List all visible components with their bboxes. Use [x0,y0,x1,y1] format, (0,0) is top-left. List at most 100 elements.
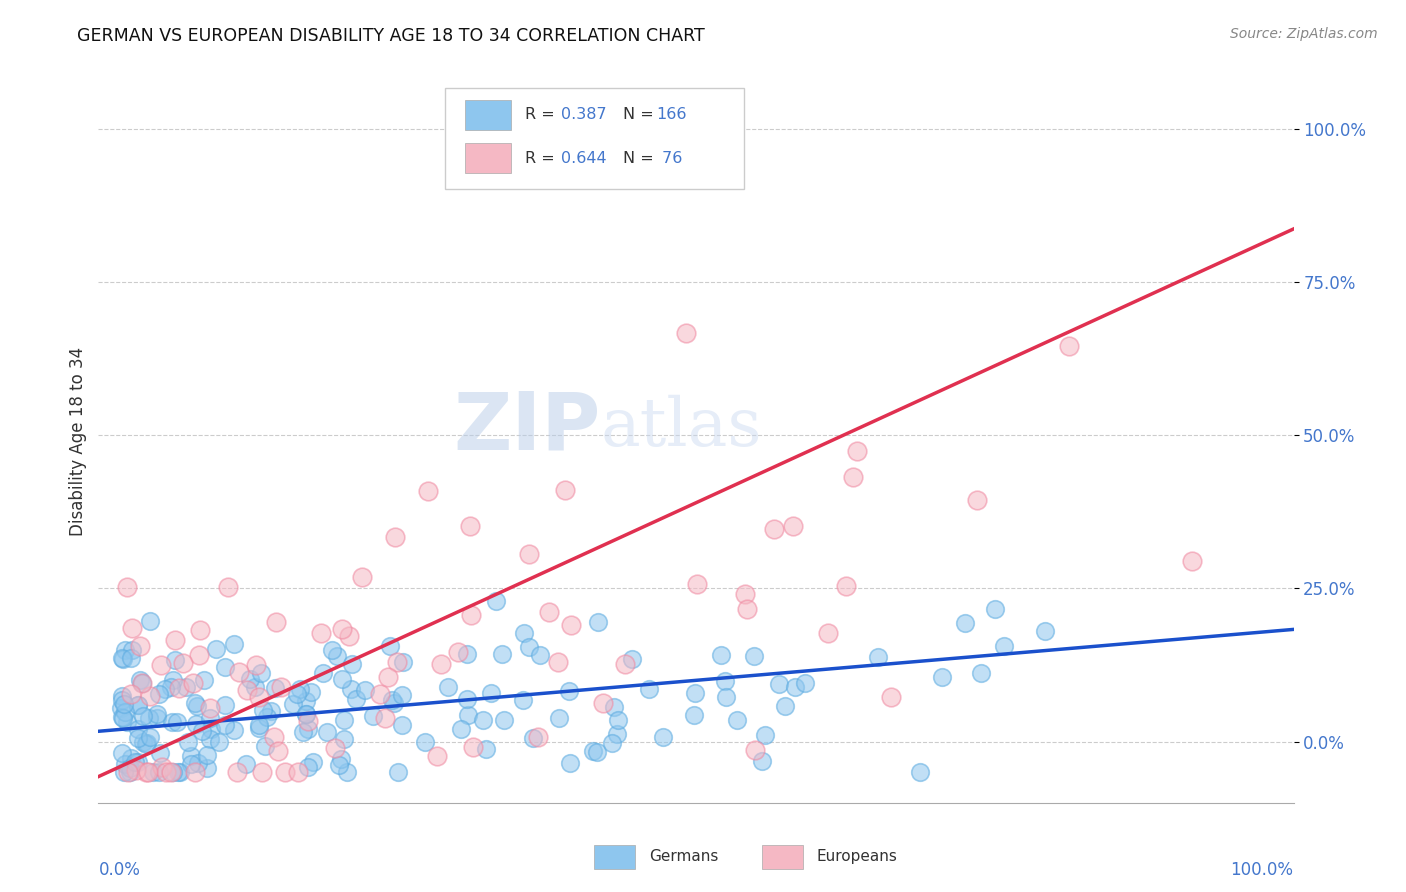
Point [131,675,153,690]
Point [112,697,135,711]
Point [198,732,221,747]
Point [492,713,515,727]
Point [742,648,765,663]
Point [391,718,413,732]
Point [142,765,165,780]
Point [460,518,482,533]
Point [162,765,184,780]
Point [416,483,439,498]
Point [754,728,776,742]
Text: 0.0%: 0.0% [98,861,141,879]
Point [260,704,283,718]
Point [111,746,134,760]
Point [131,709,153,723]
Point [287,765,309,780]
Text: N =: N = [623,151,659,166]
Point [111,689,134,703]
Point [301,756,323,770]
Point [471,714,494,728]
Point [195,761,218,775]
Point [124,756,146,770]
Point [457,707,479,722]
Point [149,746,172,760]
Point [344,692,367,706]
Point [291,725,314,739]
Point [150,760,173,774]
Point [214,660,236,674]
Point [295,706,318,721]
Point [751,754,773,768]
Point [716,690,738,704]
Point [225,765,247,780]
Point [125,763,148,777]
Point [195,748,218,763]
Point [135,736,157,750]
Point [239,672,262,686]
Point [138,711,160,725]
Text: Europeans: Europeans [817,849,898,864]
Point [110,701,132,715]
Point [517,640,540,654]
Point [120,651,142,665]
Point [139,730,162,744]
Point [267,744,290,758]
Point [330,672,353,686]
Point [794,676,817,690]
Point [614,657,637,672]
Point [228,665,250,679]
Point [114,757,136,772]
Point [297,722,319,736]
Point [450,723,472,737]
Text: Source: ZipAtlas.com: Source: ZipAtlas.com [1230,27,1378,41]
Point [200,722,222,736]
Point [333,731,356,746]
Point [247,718,270,732]
Point [172,656,194,670]
Point [512,693,534,707]
Point [263,731,285,745]
Point [256,709,278,723]
Point [931,670,953,684]
Point [1057,339,1080,353]
Point [547,711,569,725]
Text: N =: N = [623,107,659,122]
Text: R =: R = [524,107,560,122]
Point [114,643,136,657]
Point [155,765,177,780]
Point [250,765,273,780]
Point [309,626,332,640]
Point [180,749,202,764]
Point [586,615,609,629]
Point [737,602,759,616]
Point [160,680,183,694]
Point [120,751,142,765]
Point [162,673,184,687]
Point [582,744,605,758]
Point [744,743,766,757]
Point [380,640,402,654]
Point [166,714,188,729]
Point [374,711,396,725]
Point [112,765,135,780]
Point [762,522,785,536]
Point [785,680,807,694]
Point [253,739,276,753]
Point [285,687,308,701]
Point [193,673,215,687]
Text: GERMAN VS EUROPEAN DISABILITY AGE 18 TO 34 CORRELATION CHART: GERMAN VS EUROPEAN DISABILITY AGE 18 TO … [77,27,704,45]
Point [560,618,582,632]
Point [111,693,134,707]
Point [474,742,496,756]
Point [773,698,796,713]
Point [554,483,576,498]
Point [127,756,149,770]
Point [513,626,536,640]
Point [557,683,579,698]
Point [768,677,790,691]
Point [353,682,375,697]
Point [186,699,208,714]
Point [430,657,453,671]
Point [297,760,319,774]
Point [834,579,856,593]
Point [685,577,707,591]
